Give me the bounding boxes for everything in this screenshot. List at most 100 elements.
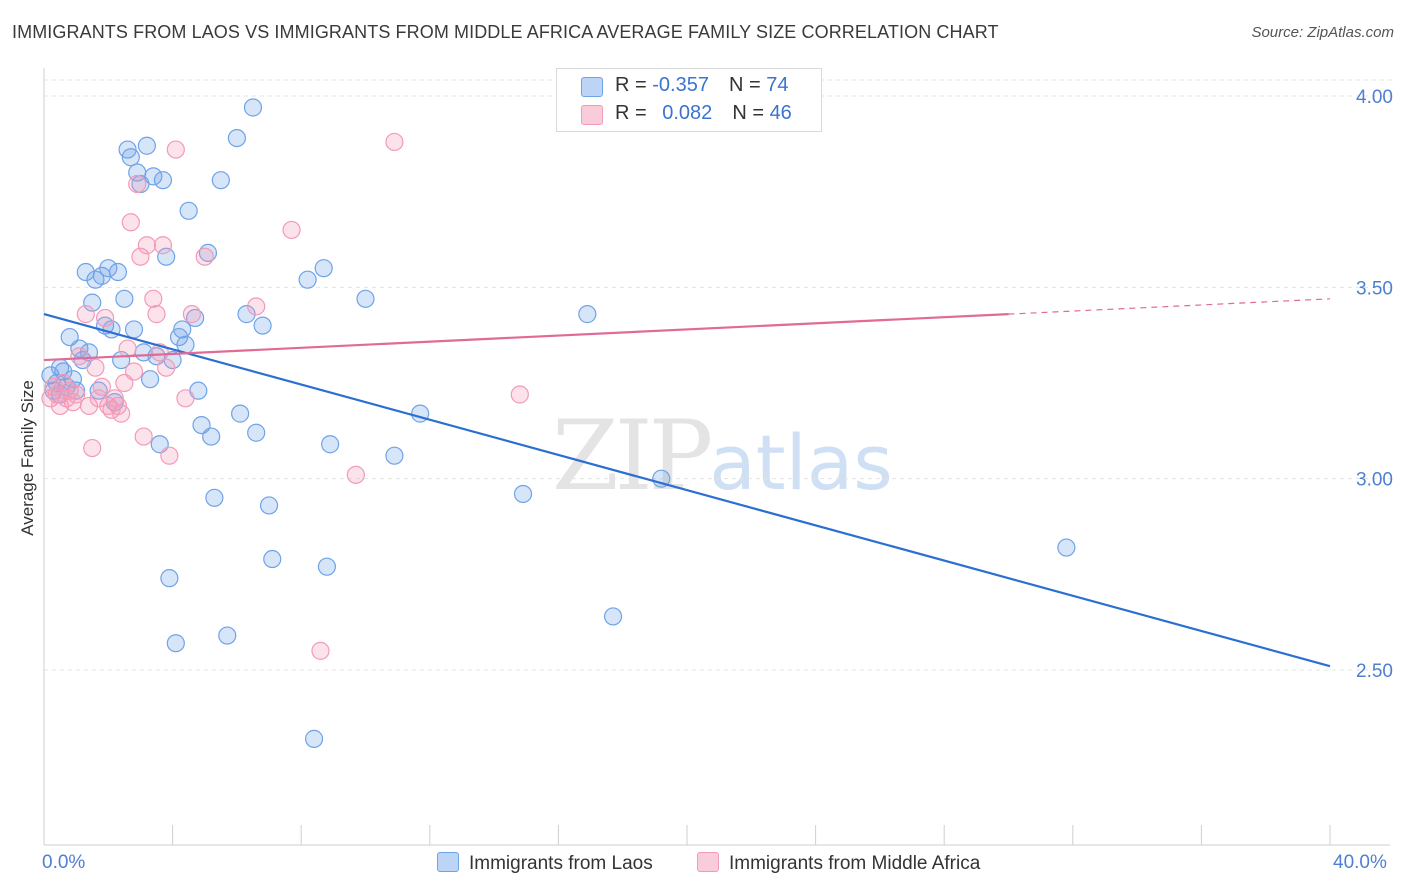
x-axis-min-label: 0.0% bbox=[42, 852, 86, 873]
point-laos bbox=[218, 626, 237, 645]
point-middle-africa bbox=[92, 377, 111, 396]
point-middle-africa bbox=[67, 385, 86, 404]
point-laos bbox=[314, 259, 333, 278]
point-laos bbox=[1057, 538, 1076, 557]
point-laos bbox=[157, 247, 176, 266]
bottom-legend-laos: Immigrants from Laos bbox=[437, 852, 653, 875]
y-tick-label: 3.50 bbox=[1356, 278, 1393, 299]
legend-n-value: 74 bbox=[766, 74, 789, 96]
point-middle-africa bbox=[112, 404, 131, 423]
point-middle-africa bbox=[70, 347, 89, 366]
bottom-legend-label-middle-africa: Immigrants from Middle Africa bbox=[729, 853, 981, 874]
point-middle-africa bbox=[247, 297, 266, 316]
point-laos bbox=[83, 293, 102, 312]
point-laos bbox=[137, 136, 156, 155]
point-laos bbox=[124, 320, 144, 339]
point-laos bbox=[63, 370, 83, 389]
point-middle-africa bbox=[131, 247, 150, 266]
point-middle-africa bbox=[144, 289, 163, 308]
legend-r-label: R = bbox=[615, 102, 653, 124]
point-middle-africa bbox=[195, 247, 214, 266]
point-middle-africa bbox=[153, 236, 173, 255]
legend-text-laos: R = -0.357 N = 74 bbox=[615, 74, 788, 97]
point-laos bbox=[144, 167, 163, 186]
point-laos bbox=[385, 446, 404, 465]
watermark: ZIPatlas bbox=[552, 400, 893, 512]
point-laos bbox=[317, 557, 337, 576]
legend-r-value: 0.082 bbox=[662, 102, 713, 124]
point-laos bbox=[259, 496, 279, 515]
point-laos bbox=[578, 305, 597, 324]
point-middle-africa bbox=[166, 140, 185, 159]
point-middle-africa bbox=[134, 427, 153, 446]
point-laos bbox=[227, 128, 246, 148]
point-laos bbox=[153, 171, 173, 190]
point-laos bbox=[99, 259, 118, 278]
point-laos bbox=[179, 201, 198, 220]
y-tick-label: 3.00 bbox=[1356, 470, 1393, 491]
source-label: Source: ZipAtlas.com bbox=[1251, 24, 1394, 41]
point-middle-africa bbox=[128, 174, 147, 194]
legend-n-label: N = bbox=[732, 102, 770, 124]
point-laos bbox=[298, 270, 317, 289]
point-laos bbox=[202, 427, 221, 446]
grid-lines bbox=[44, 79, 1392, 671]
legend-n-label: N = bbox=[728, 74, 767, 96]
legend-swatch-laos bbox=[581, 77, 603, 97]
point-laos bbox=[108, 262, 128, 282]
point-middle-africa bbox=[89, 389, 108, 408]
point-middle-africa bbox=[79, 396, 99, 416]
point-laos bbox=[243, 98, 263, 117]
point-middle-africa bbox=[346, 465, 365, 484]
y-tick-label: 4.00 bbox=[1356, 87, 1393, 108]
bottom-legend-swatch-middle-africa bbox=[697, 852, 719, 872]
point-middle-africa bbox=[311, 641, 330, 660]
data-points bbox=[41, 98, 1076, 748]
point-laos bbox=[115, 289, 134, 308]
point-laos bbox=[121, 148, 140, 167]
y-tick-labels: 2.50 3.00 3.50 4.00 bbox=[1356, 87, 1393, 682]
point-middle-africa bbox=[385, 132, 404, 152]
trend-line-middle-africa-extension bbox=[1008, 298, 1331, 315]
point-laos bbox=[304, 729, 324, 748]
point-middle-africa bbox=[86, 358, 105, 377]
point-laos bbox=[160, 569, 179, 588]
bottom-legend-label-laos: Immigrants from Laos bbox=[469, 853, 653, 874]
point-laos bbox=[173, 320, 192, 339]
bottom-legend-swatch-laos bbox=[437, 852, 459, 872]
trend-line-middle-africa bbox=[43, 313, 1009, 362]
x-axis-max-label: 40.0% bbox=[1333, 852, 1387, 873]
trend-line-laos bbox=[43, 313, 1331, 668]
legend-swatch-middle-africa bbox=[581, 105, 603, 125]
legend-r-value: -0.357 bbox=[652, 74, 709, 96]
point-middle-africa bbox=[157, 358, 176, 377]
chart-title: IMMIGRANTS FROM LAOS VS IMMIGRANTS FROM … bbox=[12, 22, 999, 42]
y-axis-label: Average Family Size bbox=[18, 380, 37, 536]
point-laos bbox=[513, 484, 533, 504]
axes bbox=[43, 68, 1390, 846]
point-laos bbox=[166, 634, 185, 653]
point-laos bbox=[247, 423, 266, 442]
point-middle-africa bbox=[282, 220, 301, 240]
point-middle-africa bbox=[121, 213, 140, 232]
y-tick-label: 2.50 bbox=[1356, 661, 1393, 682]
point-laos bbox=[205, 488, 224, 507]
legend-r-label: R = bbox=[615, 74, 653, 96]
watermark-zip: ZIP bbox=[552, 400, 713, 512]
point-laos bbox=[140, 370, 160, 389]
legend-n-value: 46 bbox=[769, 102, 792, 124]
trend-lines bbox=[43, 298, 1331, 668]
point-middle-africa bbox=[137, 236, 156, 255]
legend-text-middle-africa: R = 0.082 N = 46 bbox=[615, 102, 792, 125]
point-laos bbox=[211, 171, 230, 190]
point-laos bbox=[356, 289, 375, 308]
bottom-legend-middle-africa: Immigrants from Middle Africa bbox=[697, 852, 980, 875]
point-laos bbox=[231, 404, 250, 423]
point-middle-africa bbox=[124, 362, 144, 381]
point-middle-africa bbox=[76, 305, 95, 324]
point-middle-africa bbox=[83, 438, 102, 458]
point-middle-africa bbox=[150, 343, 169, 362]
point-middle-africa bbox=[182, 305, 201, 324]
point-middle-africa bbox=[510, 385, 529, 404]
